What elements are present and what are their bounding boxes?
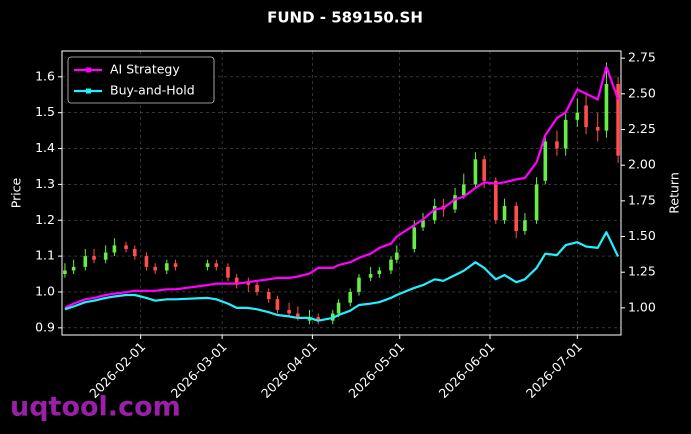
candle-body <box>153 266 157 271</box>
candle-body <box>432 205 437 221</box>
y-tick-label: 1.6 <box>35 68 55 83</box>
candle-body <box>63 270 67 275</box>
legend-marker <box>86 67 91 73</box>
candle-body <box>482 159 486 181</box>
candle-body <box>92 256 96 260</box>
legend-label: Buy-and-Hold <box>110 83 195 98</box>
y-axis-label: Price <box>9 177 24 208</box>
y-tick-label: 1.5 <box>35 104 55 119</box>
y-tick-label: 0.9 <box>35 319 55 334</box>
candle-body <box>543 141 548 181</box>
candle-body <box>368 274 373 278</box>
candle-body <box>336 302 341 314</box>
candle-body <box>144 256 149 267</box>
candle-body <box>523 220 527 232</box>
candle-body <box>103 252 108 260</box>
legend-label: AI Strategy <box>110 62 180 77</box>
candle-body <box>296 313 300 318</box>
candle-body <box>616 83 620 156</box>
candle-body <box>165 263 169 271</box>
candle-body <box>83 256 88 267</box>
candle-body <box>584 105 588 128</box>
candle-body <box>473 159 478 185</box>
candle-body <box>214 263 219 267</box>
y-tick-label: 1.0 <box>35 283 55 298</box>
candle-body <box>502 205 507 221</box>
candle-body <box>173 263 178 267</box>
candle-body <box>575 112 580 120</box>
candle-body <box>357 277 361 292</box>
candle-body <box>563 119 568 149</box>
candle-body <box>514 205 518 232</box>
series-line <box>64 65 620 309</box>
candle-body <box>205 263 210 267</box>
y2-tick-label: 2.25 <box>628 121 656 136</box>
candle-body <box>234 277 239 285</box>
y-tick-label: 1.3 <box>35 176 55 191</box>
candle-body <box>226 266 230 278</box>
series-line <box>64 231 620 322</box>
candle-body <box>266 291 271 300</box>
candle-body <box>595 127 600 131</box>
y2-tick-label: 2.50 <box>628 85 656 100</box>
y2-tick-label: 1.75 <box>628 192 656 207</box>
y2-tick-label: 1.25 <box>628 264 656 279</box>
candle-body <box>255 284 259 292</box>
candle-body <box>287 309 291 314</box>
candle-body <box>453 195 457 210</box>
legend: AI Strategy Buy-and-Hold <box>67 56 215 104</box>
y2-tick-label: 2.75 <box>628 50 656 65</box>
candle-body <box>534 184 539 221</box>
y-tick-label: 1.4 <box>35 140 55 155</box>
candle-body <box>389 259 393 271</box>
y2-tick-label: 2.00 <box>628 157 656 172</box>
candle-body <box>316 317 321 321</box>
candle-body <box>377 270 382 275</box>
candle-body <box>132 248 137 257</box>
candle-body <box>71 266 76 271</box>
legend-marker <box>86 88 91 94</box>
candle-body <box>604 83 609 131</box>
watermark: uqtool.com <box>10 392 181 423</box>
candle-body <box>461 184 466 196</box>
y2-tick-label: 1.50 <box>628 228 656 243</box>
legend-box <box>67 56 215 104</box>
candle-body <box>112 245 117 253</box>
candle-body <box>494 180 498 221</box>
y-tick-label: 1.2 <box>35 212 55 227</box>
candle-body <box>555 141 559 149</box>
candle-body <box>395 252 399 260</box>
plot-frame <box>61 50 622 336</box>
candle-body <box>348 291 353 303</box>
candle-body <box>275 299 280 310</box>
candle-body <box>421 220 425 228</box>
y-tick-label: 1.1 <box>35 248 55 263</box>
y2-tick-label: 1.00 <box>628 299 656 314</box>
candle-body <box>124 245 128 249</box>
chart-title: FUND - 589150.SH <box>267 9 423 27</box>
candle-body <box>412 227 417 249</box>
y2-axis-label: Return <box>667 172 682 213</box>
